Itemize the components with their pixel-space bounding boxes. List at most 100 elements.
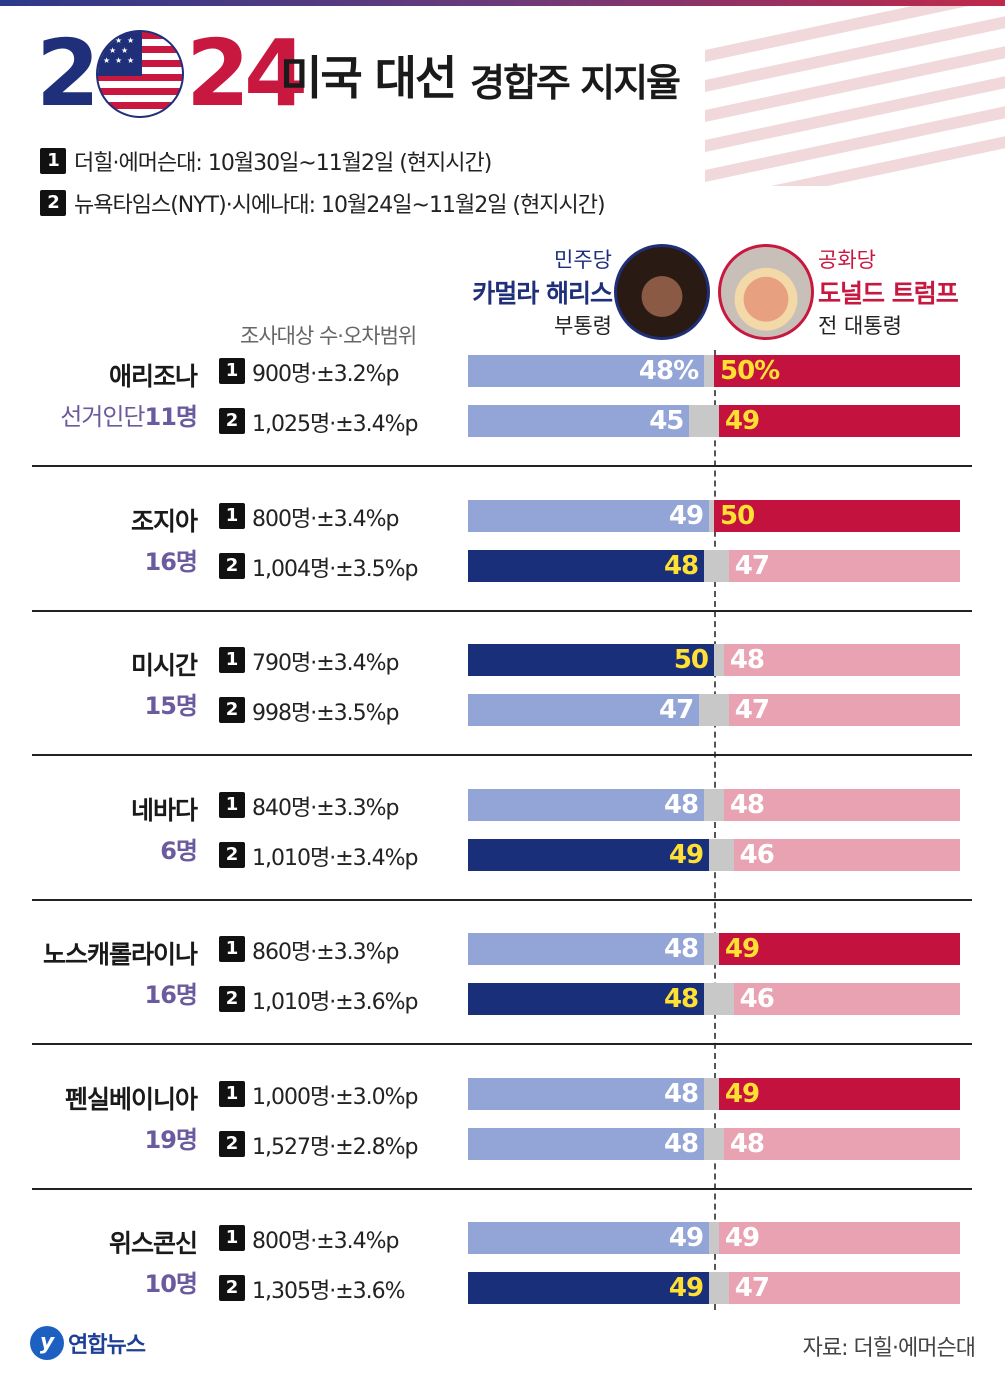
undecided-bar xyxy=(714,1127,724,1160)
trump-value: 47 xyxy=(734,695,770,725)
harris-portrait xyxy=(614,244,710,340)
poll-badge: 1 xyxy=(219,936,245,962)
harris-value: 48 xyxy=(663,1078,699,1109)
poll-badge: 2 xyxy=(219,408,245,434)
year-logo: 2 ★ ★ ★ ★ ★ ★ ★ ★ 24 xyxy=(36,28,308,120)
rep-role: 전 대통령 xyxy=(818,314,902,338)
rep-name: 도널드 트럼프 xyxy=(818,279,959,308)
electoral-votes-label: 선거인단 xyxy=(60,403,145,431)
harris-bar: 45 xyxy=(468,405,690,437)
poll-badge: 1 xyxy=(219,791,245,818)
state-label: 미시간 15명 xyxy=(131,646,198,721)
harris-bar: 49 xyxy=(468,499,710,532)
poll-badge: 2 xyxy=(219,1130,245,1157)
electoral-votes: 10명 xyxy=(109,1264,198,1299)
electoral-votes-count: 16명 xyxy=(144,981,198,1009)
trump-bar: 48 xyxy=(723,644,960,676)
harris-value: 45 xyxy=(649,406,684,436)
source-badge: 2 xyxy=(40,190,66,216)
electoral-votes-count: 16명 xyxy=(144,547,198,576)
electoral-votes-count: 10명 xyxy=(144,1270,198,1298)
undecided-bar xyxy=(704,355,714,387)
harris-bar: 48% xyxy=(468,355,705,387)
undecided-bar xyxy=(714,838,734,871)
harris-bar: 48 xyxy=(468,1077,705,1110)
dem-name: 카멀라 해리스 xyxy=(472,279,613,308)
harris-bar: 50 xyxy=(468,644,714,676)
state-separator xyxy=(32,1043,972,1045)
undecided-bar xyxy=(704,933,714,965)
trump-value: 47 xyxy=(734,550,770,581)
harris-bar: 49 xyxy=(468,838,710,871)
state-name: 위스콘신 xyxy=(108,1229,198,1258)
harris-bar: 48 xyxy=(468,933,705,965)
electoral-votes: 선거인단11명 xyxy=(60,397,198,432)
electoral-votes: 16명 xyxy=(131,542,198,577)
flag-background-decoration xyxy=(705,6,1005,186)
harris-bar: 48 xyxy=(468,788,705,821)
poll-sample-info: 1,527명·±2.8%p xyxy=(252,1134,419,1160)
harris-value: 50 xyxy=(673,645,709,675)
poll-sample-info: 1,010명·±3.4%p xyxy=(252,845,419,871)
harris-bar: 48 xyxy=(468,1127,705,1160)
electoral-votes-count: 15명 xyxy=(144,692,198,720)
title-main: 미국 대선 xyxy=(280,51,457,105)
us-flag-circle-icon: ★ ★ ★ ★ ★ ★ ★ ★ xyxy=(96,30,185,118)
trump-value: 47 xyxy=(734,1273,770,1303)
undecided-bar xyxy=(709,1272,714,1304)
poll-sample-info: 1,010명·±3.6%p xyxy=(252,990,419,1015)
poll-badge: 2 xyxy=(219,986,245,1012)
undecided-bar xyxy=(704,549,714,582)
harris-value: 48 xyxy=(663,550,699,581)
state-separator xyxy=(32,898,972,901)
source-line-1: 1 더힐·에머슨대: 10월30일~11월2일 (현지시간) xyxy=(40,145,492,177)
trump-bar: 47 xyxy=(728,549,960,582)
trump-value: 50 xyxy=(720,500,755,531)
column-header: 조사대상 수·오차범위 xyxy=(240,324,417,348)
poll-badge: 2 xyxy=(219,697,245,723)
harris-bar: 48 xyxy=(468,983,705,1015)
trump-value: 48 xyxy=(729,789,765,820)
undecided-bar xyxy=(704,788,714,821)
harris-value: 49 xyxy=(668,839,704,870)
state-separator xyxy=(32,754,972,756)
trump-value: 48 xyxy=(729,645,765,675)
agency-logo: y 연합뉴스 xyxy=(30,1326,146,1360)
rep-candidate-label: 공화당 도널드 트럼프 전 대통령 xyxy=(818,244,990,340)
harris-bar: 49 xyxy=(468,1272,710,1304)
harris-bar: 47 xyxy=(468,694,700,726)
dem-party: 민주당 xyxy=(554,248,612,272)
electoral-votes-count: 19명 xyxy=(144,1125,198,1154)
yonhap-logo-icon: y xyxy=(30,1326,64,1360)
footer-source: 자료: 더힐·에머슨대 xyxy=(802,1336,976,1361)
undecided-bar xyxy=(709,499,714,532)
trump-bar: 48 xyxy=(723,788,960,821)
poll-sample-info: 1,025명·±3.4%p xyxy=(252,412,419,437)
source-text: 뉴욕타임스(NYT)·시에나대: 10월24일~11월2일 (현지시간) xyxy=(74,193,606,218)
state-label: 조지아 16명 xyxy=(130,502,198,577)
trump-bar: 46 xyxy=(733,983,960,1015)
source-text: 더힐·에머슨대: 10월30일~11월2일 (현지시간) xyxy=(74,151,492,176)
poll-sample-info: 998명·±3.5%p xyxy=(252,701,400,726)
trump-bar: 49 xyxy=(718,1077,960,1110)
trump-bar: 49 xyxy=(718,1222,960,1254)
harris-value: 49 xyxy=(668,500,704,531)
poll-badge: 2 xyxy=(219,552,245,579)
undecided-bar xyxy=(704,983,714,1015)
source-badge: 1 xyxy=(40,148,66,174)
undecided-bar xyxy=(714,788,724,821)
trump-bar: 47 xyxy=(728,1272,960,1304)
state-name: 조지아 xyxy=(130,506,198,536)
harris-value: 48 xyxy=(663,789,699,820)
undecided-bar xyxy=(714,983,734,1015)
trump-value: 50% xyxy=(720,356,780,386)
trump-bar: 49 xyxy=(718,405,960,437)
electoral-votes-count: 6명 xyxy=(160,836,198,865)
poll-sample-info: 790명·±3.4%p xyxy=(252,651,400,676)
poll-badge: 1 xyxy=(219,358,245,384)
poll-badge: 2 xyxy=(219,841,245,868)
poll-sample-info: 1,004명·±3.5%p xyxy=(252,556,419,582)
poll-badge: 1 xyxy=(219,647,245,673)
undecided-bar xyxy=(704,1077,714,1110)
undecided-bar xyxy=(704,1127,714,1160)
